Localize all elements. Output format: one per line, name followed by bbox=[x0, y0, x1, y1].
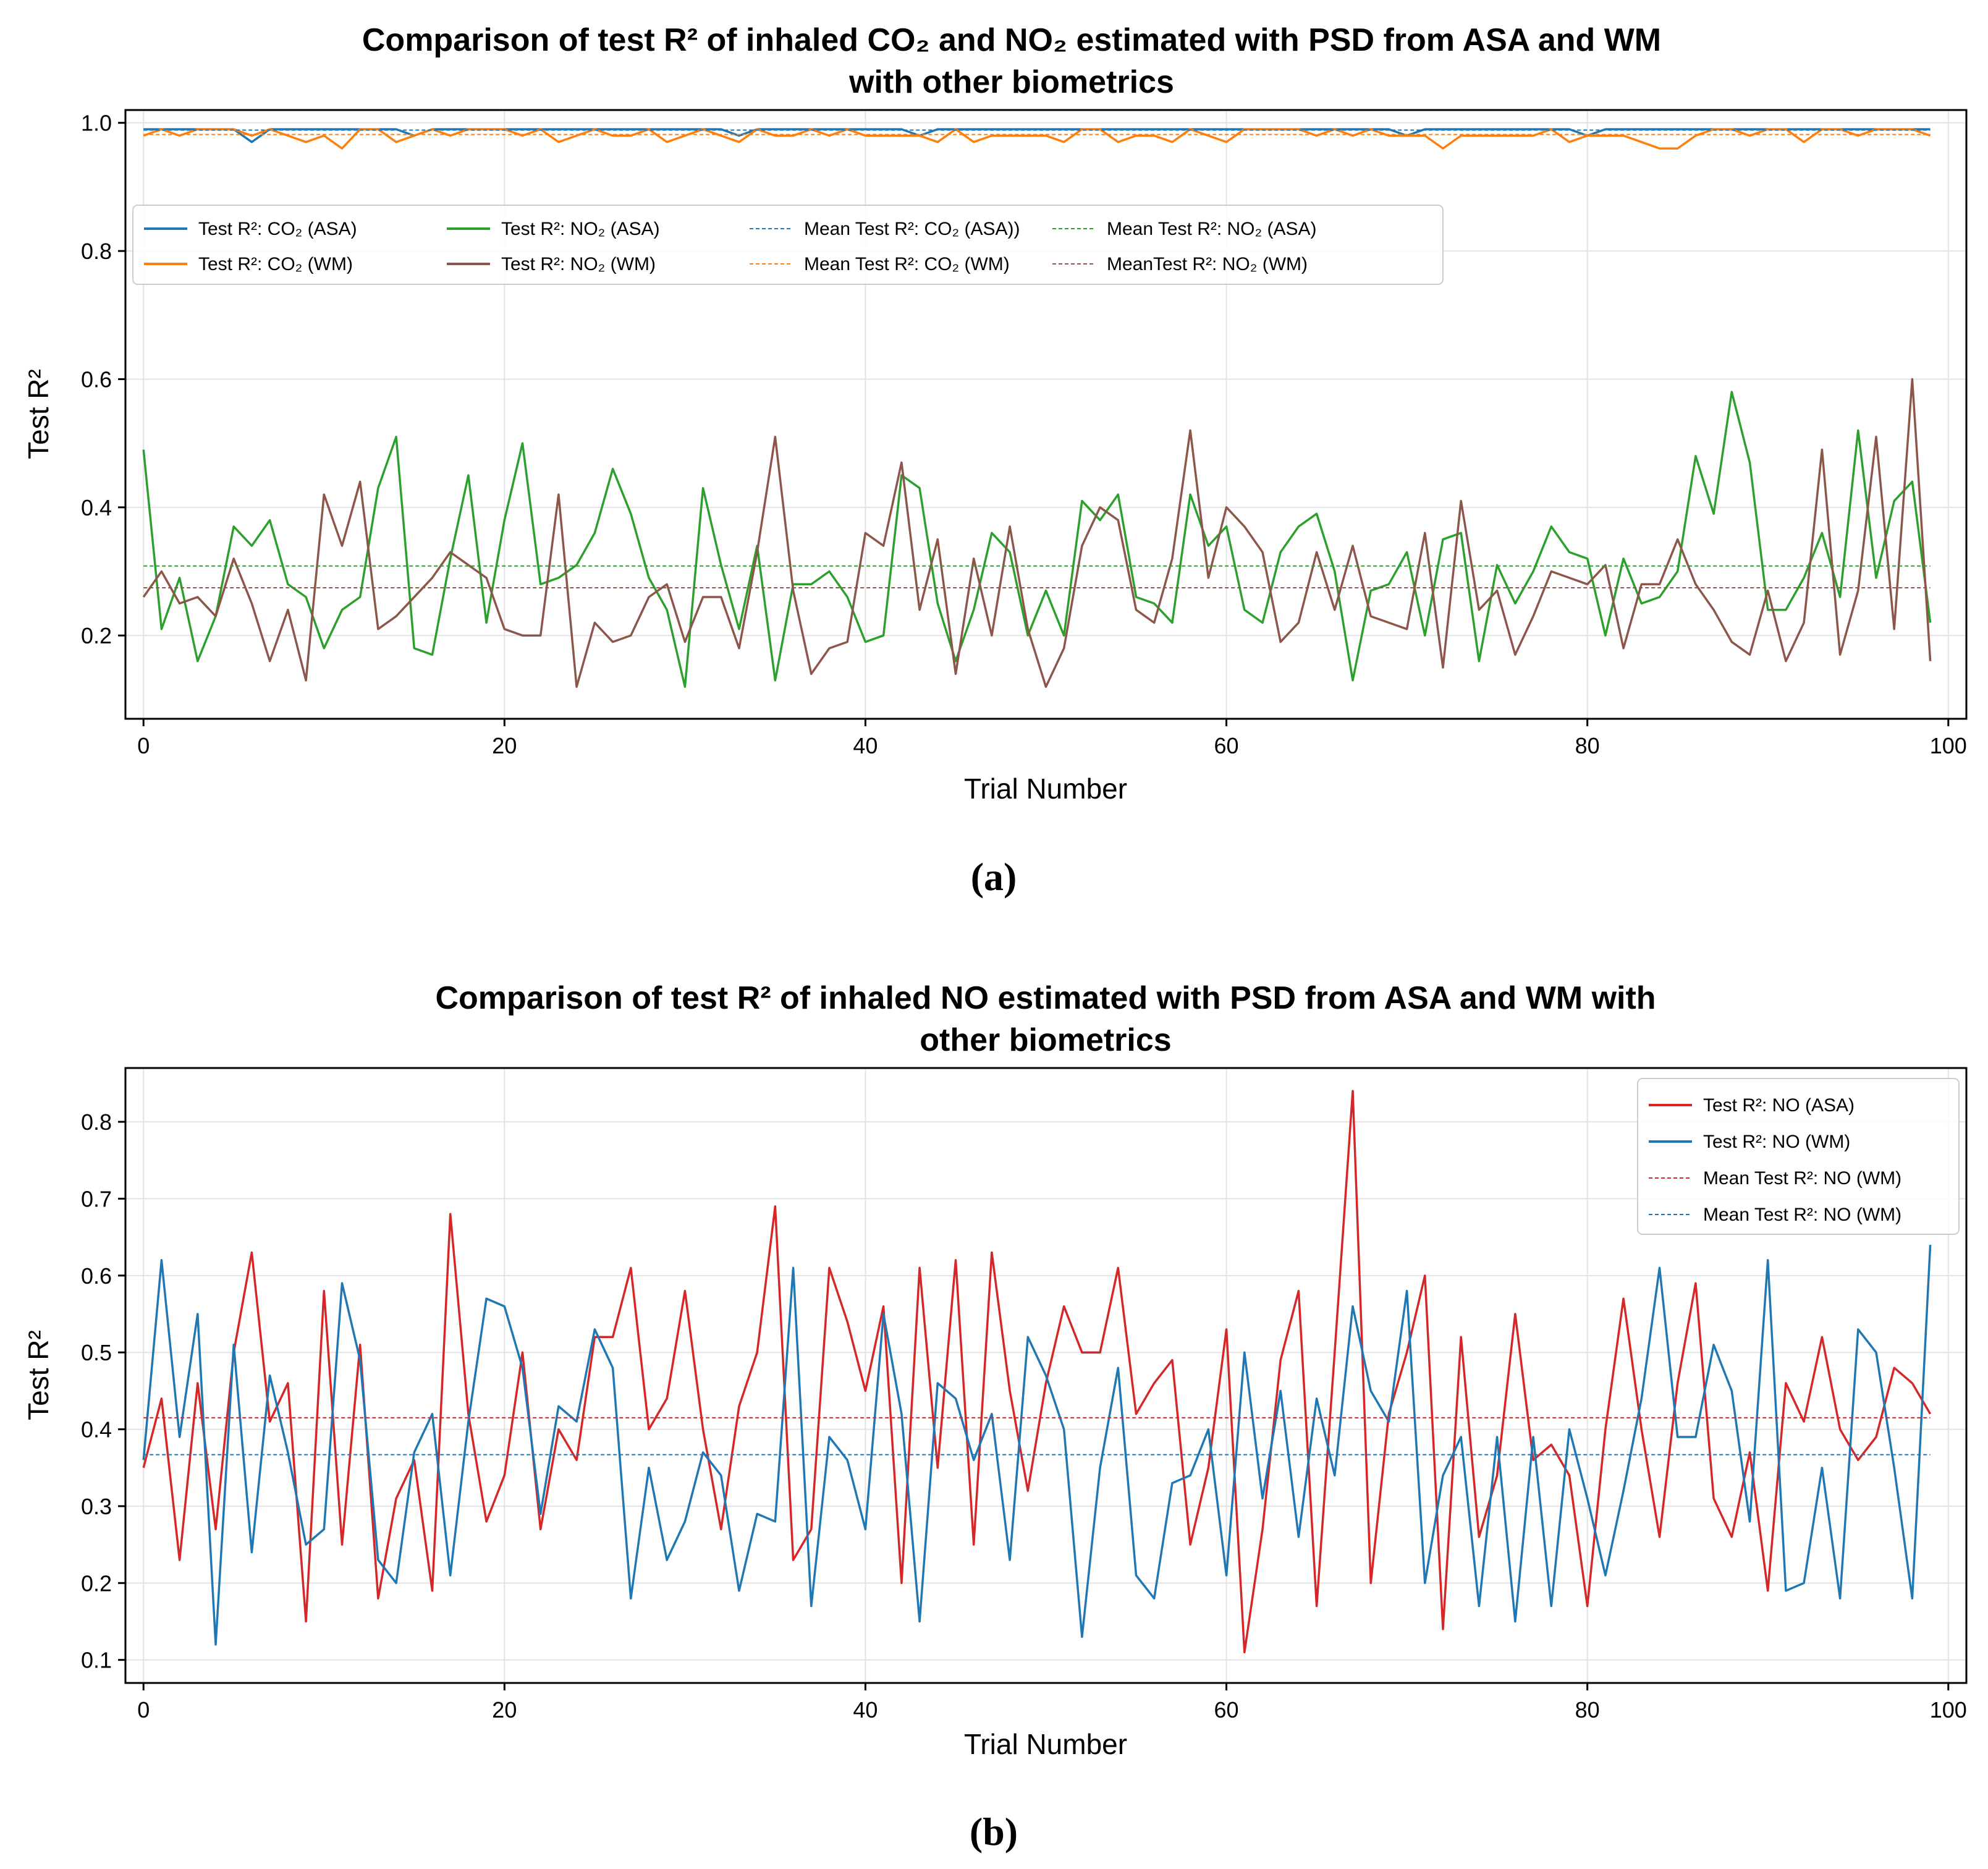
x-tick-label: 80 bbox=[1575, 1697, 1600, 1723]
y-tick-label: 1.0 bbox=[81, 111, 112, 136]
x-tick-label: 20 bbox=[492, 733, 517, 758]
chart-a-x-axis-label: Trial Number bbox=[964, 773, 1127, 805]
chart-b-y-axis-label: Test R² bbox=[22, 1330, 54, 1420]
chart-a-y-ticks: 0.2 0.4 0.6 0.8 1.0 bbox=[81, 111, 125, 648]
chart-a-plot-area bbox=[125, 110, 1966, 719]
chart-b-x-ticks: 0 20 40 60 80 100 bbox=[137, 1683, 1967, 1723]
panel-b: Comparison of test R² of inhaled NO esti… bbox=[22, 980, 1968, 1854]
x-tick-label: 100 bbox=[1930, 1697, 1967, 1723]
y-tick-label: 0.7 bbox=[81, 1186, 112, 1211]
y-tick-label: 0.2 bbox=[81, 623, 112, 648]
chart-a-frame bbox=[124, 109, 1968, 720]
x-tick-label: 60 bbox=[1214, 1697, 1239, 1723]
y-tick-label: 0.4 bbox=[81, 495, 112, 520]
series-line-1 bbox=[142, 1245, 1932, 1646]
y-tick-label: 0.5 bbox=[81, 1340, 112, 1365]
chart-b-caption: (b) bbox=[970, 1810, 1018, 1854]
x-tick-label: 60 bbox=[1214, 733, 1239, 758]
series-line-0 bbox=[142, 1090, 1932, 1654]
y-tick-label: 0.4 bbox=[81, 1417, 112, 1443]
legend-label: Test R²: CO₂ (ASA) bbox=[198, 219, 357, 239]
chart-b-legend: Test R²: NO (ASA) Test R²: NO (WM) Mean Te… bbox=[1637, 1078, 1960, 1235]
chart-b-title-line1: Comparison of test R² of inhaled NO esti… bbox=[435, 980, 1656, 1016]
legend-label: Mean Test R²: NO₂ (ASA) bbox=[1107, 219, 1317, 239]
chart-b-series bbox=[142, 1090, 1932, 1654]
series-line-1 bbox=[143, 128, 1931, 150]
panel-a: Comparison of test R² of inhaled CO₂ and… bbox=[22, 22, 1968, 899]
legend-label: Mean Test R²: CO₂ (WM) bbox=[804, 254, 1010, 274]
x-tick-label: 40 bbox=[853, 733, 878, 758]
chart-a-legend: Test R²: CO₂ (ASA) Test R²: CO₂ (WM) Test … bbox=[132, 205, 1444, 285]
legend-label: Mean Test R²: CO₂ (ASA)) bbox=[804, 219, 1020, 239]
chart-b-x-axis-label: Trial Number bbox=[964, 1728, 1127, 1760]
x-tick-label: 100 bbox=[1930, 733, 1967, 758]
series-line-2 bbox=[142, 391, 1932, 688]
chart-a-title-line1: Comparison of test R² of inhaled CO₂ and… bbox=[362, 22, 1661, 58]
chart-a-series bbox=[142, 128, 1932, 688]
chart-b-y-ticks: 0.1 0.2 0.3 0.4 0.5 0.6 0.7 0.8 bbox=[81, 1109, 125, 1673]
legend-label: MeanTest R²: NO₂ (WM) bbox=[1107, 254, 1308, 274]
y-tick-label: 0.8 bbox=[81, 239, 112, 264]
x-tick-label: 0 bbox=[137, 733, 150, 758]
legend-label: Test R²: NO (WM) bbox=[1703, 1132, 1850, 1152]
x-tick-label: 0 bbox=[137, 1697, 150, 1723]
y-tick-label: 0.1 bbox=[81, 1648, 112, 1673]
legend-label: Mean Test R²: NO (WM) bbox=[1703, 1205, 1901, 1225]
legend-label: Mean Test R²: NO (WM) bbox=[1703, 1168, 1901, 1189]
chart-b-title-line2: other biometrics bbox=[920, 1022, 1171, 1058]
chart-a-title-line2: with other biometrics bbox=[848, 64, 1174, 100]
y-tick-label: 0.2 bbox=[81, 1570, 112, 1596]
y-tick-label: 0.6 bbox=[81, 367, 112, 392]
legend-label: Test R²: NO₂ (ASA) bbox=[501, 219, 660, 239]
chart-a-y-axis-label: Test R² bbox=[22, 369, 54, 459]
chart-a-caption: (a) bbox=[971, 855, 1017, 899]
chart-b-legend-box bbox=[1637, 1078, 1960, 1235]
legend-label: Test R²: CO₂ (WM) bbox=[198, 254, 353, 274]
x-tick-label: 80 bbox=[1575, 733, 1600, 758]
x-tick-label: 20 bbox=[492, 1697, 517, 1723]
legend-label: Test R²: NO (ASA) bbox=[1703, 1095, 1855, 1116]
series-line-3 bbox=[142, 378, 1932, 688]
y-tick-label: 0.8 bbox=[81, 1109, 112, 1135]
series-line-0 bbox=[143, 128, 1931, 143]
y-tick-label: 0.3 bbox=[81, 1494, 112, 1519]
legend-label: Test R²: NO₂ (WM) bbox=[501, 254, 656, 274]
y-tick-label: 0.6 bbox=[81, 1263, 112, 1289]
chart-b-frame bbox=[124, 1067, 1968, 1684]
x-tick-label: 40 bbox=[853, 1697, 878, 1723]
chart-a-x-ticks: 0 20 40 60 80 100 bbox=[137, 719, 1967, 758]
